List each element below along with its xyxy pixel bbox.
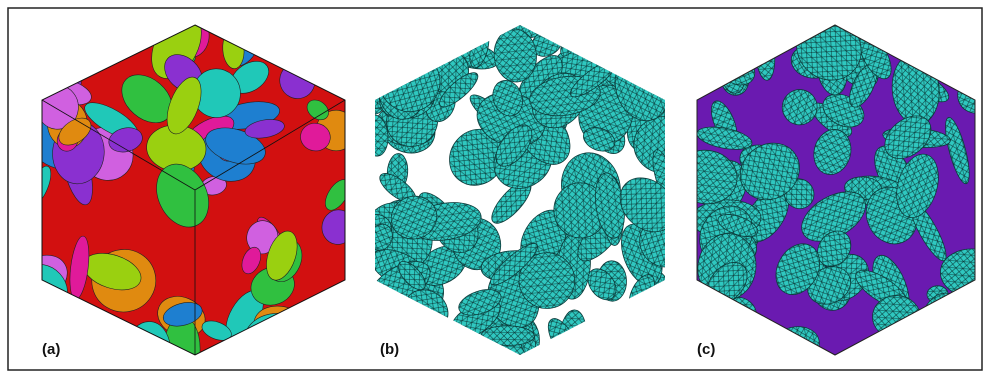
particle <box>753 4 786 36</box>
particle <box>377 44 408 71</box>
particle <box>282 306 348 378</box>
panel-c-cube <box>666 0 990 379</box>
particle <box>698 13 740 78</box>
particle <box>596 319 648 371</box>
particle <box>666 6 745 79</box>
particle <box>643 305 679 342</box>
particle <box>944 307 990 370</box>
particle <box>942 328 977 372</box>
particle <box>648 67 676 94</box>
panel-label: (a) <box>42 341 60 358</box>
panel-label: (b) <box>380 341 399 358</box>
particle <box>300 33 338 78</box>
particle <box>256 28 294 58</box>
particle <box>51 27 80 60</box>
particle <box>597 3 652 59</box>
particle <box>891 326 961 379</box>
particle <box>369 22 435 61</box>
particle <box>644 16 679 81</box>
particle <box>871 337 920 373</box>
particle <box>558 309 588 363</box>
particle <box>555 0 604 60</box>
figure: (a) (b) (c) <box>0 0 990 379</box>
particle <box>116 16 170 42</box>
particle <box>633 0 678 43</box>
particle <box>32 0 99 63</box>
particle <box>49 0 134 64</box>
particle <box>379 295 421 338</box>
particle <box>620 320 672 371</box>
panel-a-cube <box>10 0 359 379</box>
particle <box>716 297 757 332</box>
panel-label: (c) <box>697 341 715 358</box>
panel-b-cube <box>343 0 700 379</box>
particle <box>670 0 736 73</box>
particle <box>943 57 990 90</box>
particle <box>902 26 926 57</box>
particle <box>371 0 449 63</box>
